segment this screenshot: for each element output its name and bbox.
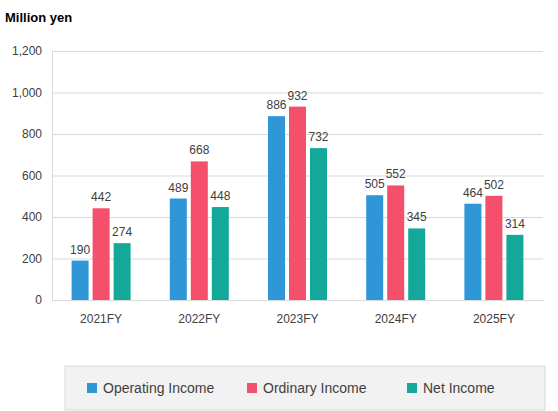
bar	[464, 204, 481, 300]
x-axis: 2021FY 2022FY 2023FY 2024FY 2025FY	[53, 300, 544, 326]
x-tick: 2024FY	[375, 300, 417, 326]
y-tick-label: 400	[22, 210, 42, 224]
legend-swatch	[247, 383, 257, 393]
data-label: 489	[168, 181, 188, 195]
data-label: 442	[91, 190, 111, 204]
bar	[170, 199, 187, 300]
data-label: 668	[189, 143, 209, 157]
bar	[191, 161, 208, 300]
legend-swatch	[407, 383, 417, 393]
y-axis-title: Million yen	[5, 10, 72, 25]
grid-line	[52, 51, 543, 52]
x-tick: 2025FY	[473, 300, 515, 326]
x-tick: 2023FY	[276, 300, 318, 326]
y-tick-label: 1,000	[12, 86, 42, 100]
bar	[93, 208, 110, 300]
bar	[114, 243, 131, 300]
y-tick-label: 0	[35, 293, 42, 307]
x-tick-label: 2022FY	[178, 312, 220, 326]
data-label: 274	[112, 225, 132, 239]
y-tick: 1,200	[12, 44, 543, 58]
data-label: 448	[210, 189, 230, 203]
y-tick-label: 600	[22, 169, 42, 183]
data-label: 732	[308, 130, 328, 144]
legend-swatch	[87, 383, 97, 393]
y-axis-line	[53, 52, 544, 301]
data-label: 886	[266, 98, 286, 112]
y-tick-label: 800	[22, 127, 42, 141]
bar	[289, 107, 306, 300]
plot: 0 200 400 600 800 1,000 1,200 2021FY 2022FY 2023F…	[12, 44, 544, 325]
bar	[212, 207, 229, 300]
x-tick-label: 2021FY	[80, 312, 122, 326]
bar	[387, 185, 404, 300]
data-label: 505	[365, 177, 385, 191]
x-tick: 2022FY	[178, 300, 220, 326]
data-label: 190	[70, 243, 90, 257]
y-tick-label: 1,200	[12, 44, 42, 58]
bar	[408, 228, 425, 300]
legend-label: Operating Income	[103, 380, 214, 396]
y-axis: 0 200 400 600 800 1,000 1,200	[12, 44, 543, 307]
bar	[268, 116, 285, 300]
grid-line	[52, 300, 543, 301]
data-label: 552	[386, 167, 406, 181]
data-label: 932	[287, 89, 307, 103]
data-labels: 190 489 886 505 464 442 668 932 552 502 274 448 732 3…	[70, 89, 525, 257]
legend: Operating Income Ordinary Income Net Incom…	[65, 366, 545, 410]
data-label: 314	[505, 217, 525, 231]
y-tick-label: 200	[22, 252, 42, 266]
data-label: 502	[484, 178, 504, 192]
bar	[506, 235, 523, 300]
x-tick-label: 2023FY	[276, 312, 318, 326]
bar	[485, 196, 502, 300]
bars	[72, 107, 524, 300]
legend-label: Ordinary Income	[263, 380, 367, 396]
chart: 0 200 400 600 800 1,000 1,200 2021FY 2022FY 2023F…	[0, 0, 558, 411]
data-label: 345	[407, 210, 427, 224]
x-tick-label: 2024FY	[375, 312, 417, 326]
x-tick: 2021FY	[80, 300, 122, 326]
bar	[72, 261, 89, 300]
legend-label: Net Income	[423, 380, 495, 396]
data-label: 464	[463, 186, 483, 200]
x-axis-line	[53, 300, 544, 301]
x-tick-label: 2025FY	[473, 312, 515, 326]
bar	[366, 195, 383, 300]
legend-box	[65, 366, 545, 410]
bar	[310, 148, 327, 300]
